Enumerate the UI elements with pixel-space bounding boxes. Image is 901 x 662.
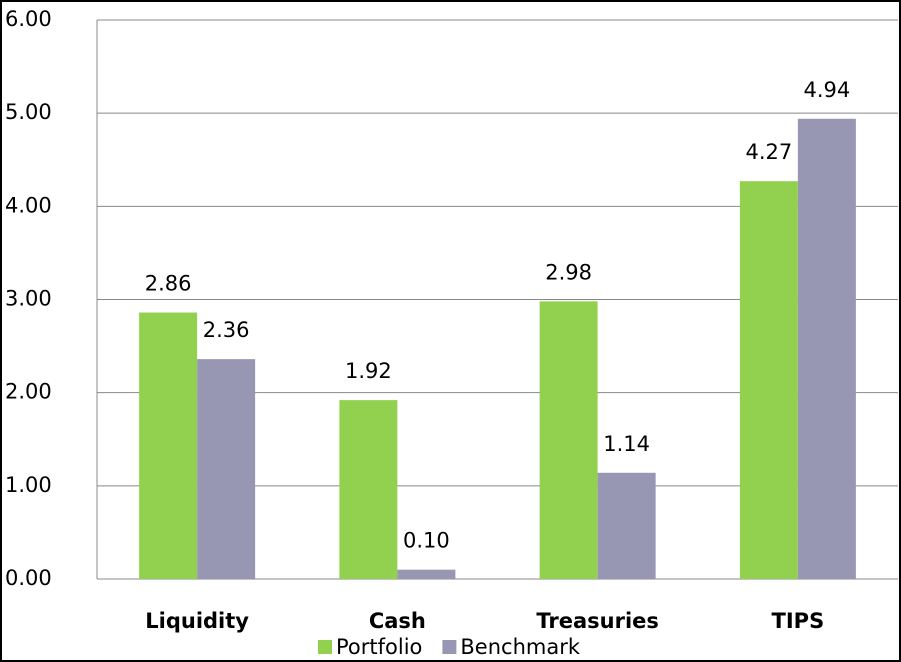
y-tick-label: 3.00 bbox=[5, 287, 52, 311]
legend-label: Benchmark bbox=[460, 635, 580, 659]
y-tick-label: 6.00 bbox=[5, 7, 52, 31]
bar bbox=[597, 472, 656, 579]
bar bbox=[139, 312, 198, 579]
bar bbox=[739, 181, 798, 579]
y-tick-label: 5.00 bbox=[5, 100, 52, 124]
x-tick-label: Cash bbox=[369, 609, 426, 633]
data-label: 1.14 bbox=[603, 432, 650, 456]
x-tick-label: Treasuries bbox=[536, 609, 659, 633]
bar bbox=[539, 301, 598, 579]
data-label: 2.36 bbox=[203, 318, 250, 342]
data-label: 1.92 bbox=[345, 359, 392, 383]
bar bbox=[797, 118, 856, 580]
x-tick-label: Liquidity bbox=[145, 609, 249, 633]
data-label: 2.86 bbox=[145, 272, 192, 296]
x-tick-label: TIPS bbox=[772, 609, 825, 633]
y-tick-label: 0.00 bbox=[5, 566, 52, 590]
legend-label: Portfolio bbox=[336, 635, 422, 659]
legend-swatch bbox=[442, 640, 457, 654]
bar bbox=[397, 569, 456, 579]
data-label: 0.10 bbox=[403, 529, 450, 553]
data-label: 4.27 bbox=[745, 140, 792, 164]
bar bbox=[339, 400, 398, 579]
data-label: 2.98 bbox=[545, 260, 592, 284]
y-tick-label: 1.00 bbox=[5, 473, 52, 497]
data-label: 4.94 bbox=[803, 78, 850, 102]
y-tick-label: 2.00 bbox=[5, 380, 52, 404]
y-tick-label: 4.00 bbox=[5, 193, 52, 217]
legend-swatch bbox=[318, 640, 332, 654]
bar bbox=[197, 359, 256, 579]
